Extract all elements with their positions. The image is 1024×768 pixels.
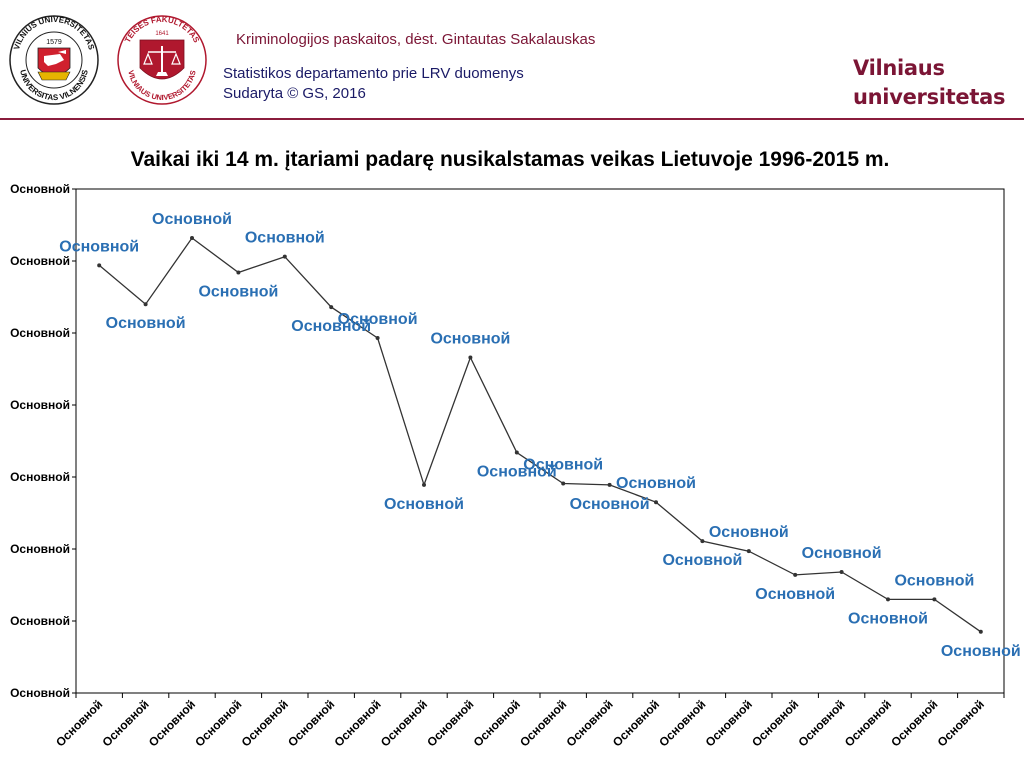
x-tick-label: Основной — [424, 697, 476, 749]
x-tick-label: Основной — [749, 697, 801, 749]
brand-line-1: Vilniaus — [853, 56, 945, 80]
source-line: Statistikos departamento prie LRV duomen… — [223, 65, 524, 82]
x-tick-label: Основной — [517, 697, 569, 749]
line-chart: ОсновнойОсновнойОсновнойОсновнойОсновной… — [10, 182, 1021, 749]
data-label: Основной — [59, 238, 139, 255]
data-label: Основной — [848, 610, 928, 627]
data-label: Основной — [245, 230, 325, 247]
y-tick-label: Основной — [10, 542, 70, 556]
data-label: Основной — [894, 572, 974, 589]
data-point — [700, 539, 705, 544]
data-point — [839, 570, 844, 575]
data-label: Основной — [662, 552, 742, 569]
data-point — [561, 481, 566, 486]
x-tick-label: Основной — [331, 697, 383, 749]
data-label: Основной — [616, 475, 696, 492]
x-tick-label: Основной — [192, 697, 244, 749]
x-tick-label: Основной — [656, 697, 708, 749]
data-point — [932, 597, 937, 602]
data-label: Основной — [384, 496, 464, 513]
x-tick-label: Основной — [610, 697, 662, 749]
data-label: Основной — [802, 545, 882, 562]
data-label: Основной — [106, 315, 186, 332]
x-tick-label: Основной — [563, 697, 615, 749]
x-tick-label: Основной — [471, 697, 523, 749]
university-brand: Vilniaus universitetas — [853, 54, 1005, 112]
data-point — [190, 235, 194, 240]
brand-line-2: universitetas — [853, 85, 1006, 109]
data-point — [468, 355, 473, 360]
vilnius-university-seal-icon: VILNIUS UNIVERSITETAS UNIVERSITAS VILNEN… — [9, 15, 99, 105]
header-divider — [0, 118, 1024, 120]
y-tick-label: Основной — [10, 326, 70, 340]
created-line: Sudaryta © GS, 2016 — [223, 85, 366, 102]
data-label: Основной — [430, 330, 510, 347]
data-label: Основной — [523, 456, 603, 473]
x-tick-label: Основной — [703, 697, 755, 749]
x-tick-label: Основной — [239, 697, 291, 749]
x-tick-label: Основной — [99, 697, 151, 749]
data-point — [143, 302, 148, 307]
data-label: Основной — [709, 524, 789, 541]
y-tick-label: Основной — [10, 254, 70, 268]
series-line — [98, 237, 982, 633]
data-label: Основной — [338, 311, 418, 328]
chart-title: Vaikai iki 14 m. įtariami padarę nusikal… — [130, 148, 890, 171]
x-tick-label: Основной — [842, 697, 894, 749]
data-point — [282, 254, 287, 259]
seal-year: 1579 — [46, 39, 62, 46]
data-point — [514, 450, 519, 455]
data-point — [793, 572, 798, 577]
data-point — [97, 263, 102, 268]
data-point — [886, 597, 890, 602]
y-tick-label: Основной — [10, 182, 70, 196]
data-point — [375, 336, 380, 341]
x-tick-label: Основной — [795, 697, 847, 749]
data-point — [746, 549, 751, 554]
data-label: Основной — [570, 496, 650, 513]
data-label: Основной — [755, 586, 835, 603]
slide-header: VILNIUS UNIVERSITETAS UNIVERSITAS VILNEN… — [0, 0, 1024, 118]
data-label: Основной — [941, 643, 1021, 660]
data-point — [422, 482, 426, 487]
data-point — [607, 482, 612, 487]
y-tick-label: Основной — [10, 470, 70, 484]
data-label: Основной — [152, 211, 232, 228]
x-tick-label: Основной — [888, 697, 940, 749]
y-tick-label: Основной — [10, 398, 70, 412]
y-tick-label: Основной — [10, 614, 70, 628]
x-tick-label: Основной — [53, 697, 105, 749]
seal-year: 1641 — [155, 31, 169, 37]
data-label: Основной — [198, 284, 278, 301]
y-tick-label: Основной — [10, 686, 70, 700]
x-tick-label: Основной — [378, 697, 430, 749]
x-tick-label: Основной — [146, 697, 198, 749]
course-line: Kriminologijos paskaitos, dėst. Gintauta… — [236, 31, 596, 48]
data-point — [978, 629, 983, 634]
x-tick-label: Основной — [935, 697, 987, 749]
data-point — [654, 500, 658, 505]
data-point — [236, 270, 241, 275]
x-tick-label: Основной — [285, 697, 337, 749]
law-faculty-seal-icon: TEISĖS FAKULTETAS VILNIAUS UNIVERSITETAS… — [117, 15, 207, 105]
data-point — [329, 305, 334, 310]
data-label: Основной — [477, 464, 557, 481]
data-label: Основной — [291, 318, 371, 335]
